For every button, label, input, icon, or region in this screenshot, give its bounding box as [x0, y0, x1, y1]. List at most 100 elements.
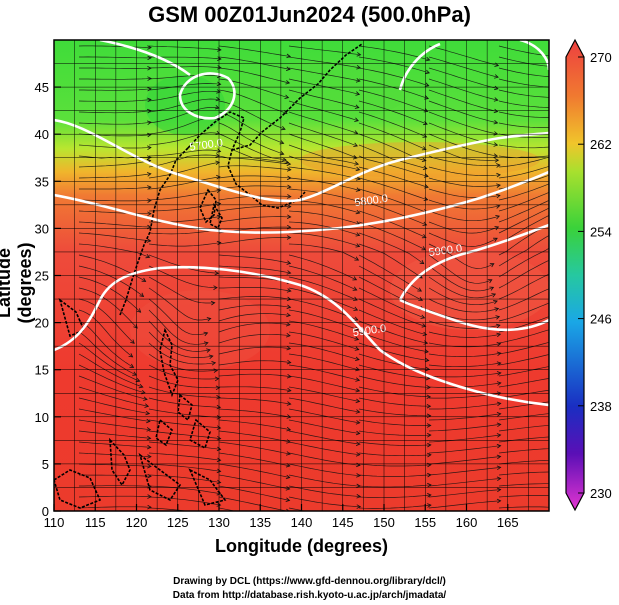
- streamline-arrow: [422, 221, 428, 226]
- streamline: [78, 160, 151, 168]
- streamline-arrow: [353, 316, 359, 321]
- streamline-arrow: [355, 78, 361, 83]
- streamline-arrow: [427, 452, 432, 458]
- streamline: [79, 56, 151, 59]
- streamline: [358, 287, 425, 319]
- streamline-arrow: [352, 286, 358, 291]
- colorbar-tick-label: 254: [590, 224, 612, 239]
- streamline-arrow: [496, 163, 501, 168]
- streamline-arrow: [147, 198, 152, 203]
- streamline-arrow: [285, 321, 291, 327]
- streamline-arrow: [355, 187, 361, 192]
- streamline-arrow: [280, 125, 286, 131]
- streamline-arrow: [496, 172, 501, 178]
- streamline: [428, 445, 501, 454]
- streamline-arrow: [216, 415, 222, 420]
- contour-label: 5700.0: [189, 137, 224, 154]
- streamline: [428, 122, 498, 146]
- y-tick-label: 40: [35, 127, 49, 142]
- map-title: GSM 00Z01Jun2024 (500.0hPa): [148, 2, 471, 27]
- streamline-arrow: [496, 476, 502, 482]
- streamline: [428, 331, 501, 338]
- streamline-arrow: [426, 403, 432, 409]
- streamline-arrow: [146, 427, 152, 432]
- streamline-arrow: [355, 243, 361, 248]
- streamline: [218, 474, 290, 490]
- streamline-arrow: [355, 398, 361, 404]
- streamline-arrow: [147, 76, 152, 81]
- streamline: [78, 353, 143, 388]
- streamline: [498, 424, 549, 432]
- streamline: [148, 90, 221, 102]
- streamline-arrow: [355, 441, 361, 446]
- x-tick-label: 115: [85, 515, 106, 530]
- streamline-arrow: [353, 306, 359, 311]
- streamline-arrow: [206, 317, 212, 322]
- streamline-arrow: [211, 361, 217, 366]
- streamline: [358, 386, 431, 398]
- streamline: [498, 329, 549, 344]
- streamline-arrow: [214, 270, 220, 276]
- streamline: [218, 165, 291, 171]
- streamline: [358, 504, 431, 509]
- streamline-arrow: [216, 457, 222, 463]
- streamline: [78, 144, 151, 149]
- streamline-arrow: [203, 341, 209, 346]
- streamline-arrow: [496, 351, 502, 357]
- streamline-arrow: [216, 404, 222, 410]
- streamline: [78, 173, 151, 179]
- streamline: [358, 199, 427, 226]
- streamline-arrow: [560, 201, 564, 205]
- y-tick-label: 5: [42, 457, 49, 472]
- streamline: [358, 67, 429, 87]
- streamline-arrow: [356, 504, 362, 509]
- streamline: [498, 506, 549, 509]
- streamline: [358, 155, 429, 177]
- x-tick-label: 110: [44, 515, 65, 530]
- streamline-arrow: [495, 193, 501, 199]
- streamline: [498, 215, 549, 245]
- streamline-arrow: [426, 385, 431, 390]
- streamline: [78, 287, 138, 329]
- streamline-arrow: [494, 226, 500, 231]
- streamline: [218, 216, 291, 223]
- streamline: [78, 199, 152, 202]
- streamline: [358, 342, 429, 361]
- streamline: [428, 424, 501, 432]
- lat-lon-grid: [54, 40, 549, 511]
- streamline-arrow: [355, 198, 361, 203]
- streamline: [218, 89, 288, 114]
- streamline-arrow: [355, 232, 361, 237]
- streamline-arrow: [425, 375, 431, 381]
- streamline-arrow: [496, 342, 502, 347]
- streamline: [288, 133, 358, 159]
- streamline: [218, 322, 290, 333]
- streamline: [78, 243, 150, 258]
- streamline: [78, 506, 152, 509]
- streamline-arrow: [286, 345, 292, 351]
- y-tick-label: 10: [35, 410, 49, 425]
- colorbar-bar: [565, 38, 585, 512]
- streamline: [288, 309, 359, 331]
- x-tick-label: 165: [497, 515, 519, 530]
- streamline: [79, 88, 152, 91]
- streamline-arrow: [147, 494, 152, 499]
- streamline: [358, 463, 431, 467]
- streamline: [288, 364, 360, 381]
- x-tick-label: 120: [126, 515, 148, 530]
- streamline: [78, 397, 150, 414]
- streamline: [148, 162, 220, 179]
- streamline-arrow: [136, 308, 142, 313]
- streamline-arrow: [286, 359, 292, 365]
- streamline-arrow: [420, 314, 426, 319]
- streamline: [218, 185, 291, 190]
- streamline-arrow: [421, 146, 427, 151]
- streamline-arrow: [286, 235, 292, 240]
- streamline: [218, 304, 291, 311]
- streamline-arrow: [424, 82, 430, 87]
- streamline-arrow: [355, 166, 361, 172]
- streamline: [428, 500, 501, 509]
- streamline-arrow: [284, 94, 290, 99]
- streamline: [78, 430, 151, 439]
- streamline: [288, 166, 360, 180]
